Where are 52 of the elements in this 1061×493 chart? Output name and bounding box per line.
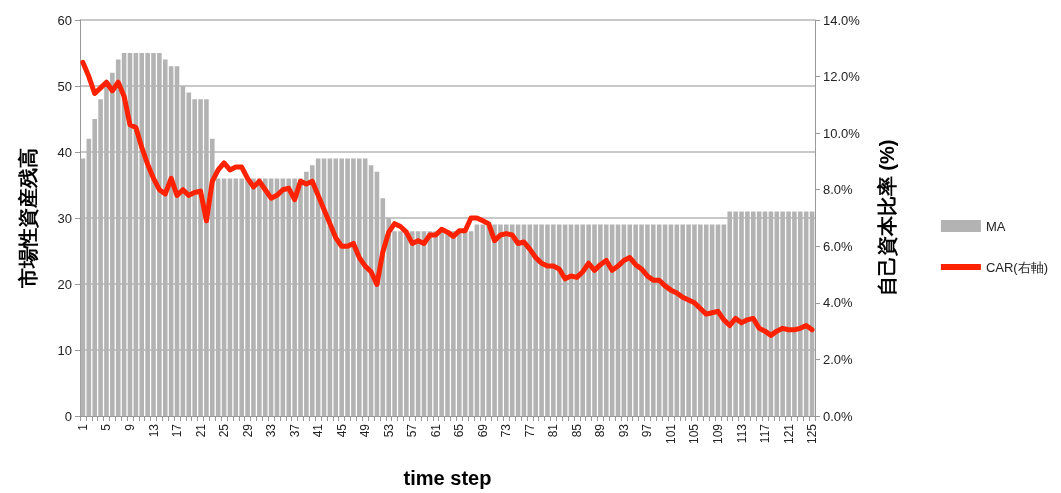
y-tick-label: 0 bbox=[64, 408, 72, 424]
x-tick-label: 77 bbox=[522, 423, 537, 438]
x-tick-label: 1 bbox=[75, 423, 90, 431]
y-axis-title: 市場性資産残高 bbox=[17, 148, 39, 289]
x-tick-label: 93 bbox=[616, 423, 631, 438]
x-tick-label: 33 bbox=[264, 423, 279, 438]
x-tick-label: 5 bbox=[99, 423, 114, 431]
y-tick-label: 50 bbox=[57, 78, 72, 94]
y2-tick-label: 6.0% bbox=[823, 238, 854, 254]
x-tick-label: 89 bbox=[593, 423, 608, 438]
x-axis-title: time step bbox=[403, 467, 492, 489]
x-tick-label: 13 bbox=[146, 423, 161, 438]
x-tick-label: 81 bbox=[546, 423, 561, 438]
x-tick-label: 37 bbox=[287, 423, 302, 438]
y-tick-label: 30 bbox=[57, 210, 72, 226]
y-tick-label: 20 bbox=[57, 276, 72, 292]
x-tick-label: 45 bbox=[334, 423, 349, 438]
y2-tick-label: 14.0% bbox=[823, 12, 861, 28]
x-tick-label: 21 bbox=[193, 423, 208, 438]
y2-tick-label: 0.0% bbox=[823, 408, 854, 424]
x-tick-label: 125 bbox=[805, 423, 820, 445]
x-tick-label: 113 bbox=[734, 423, 749, 444]
x-tick-label: 41 bbox=[311, 423, 326, 438]
legend-label: CAR(右軸) bbox=[985, 259, 1048, 275]
x-tick-label: 121 bbox=[781, 423, 796, 445]
x-tick-label: 73 bbox=[499, 423, 514, 438]
x-tick-label: 9 bbox=[122, 423, 137, 431]
y-tick-label: 60 bbox=[57, 12, 72, 28]
x-tick-label: 49 bbox=[358, 423, 373, 438]
y2-tick-label: 2.0% bbox=[823, 351, 854, 367]
y2-tick-label: 8.0% bbox=[823, 182, 854, 198]
x-tick-label: 53 bbox=[381, 423, 396, 438]
legend-label: MA bbox=[985, 218, 1006, 234]
x-tick-label: 61 bbox=[428, 423, 443, 438]
x-tick-label: 97 bbox=[640, 423, 655, 438]
y2-tick-label: 10.0% bbox=[823, 125, 861, 141]
x-tick-label: 25 bbox=[217, 423, 232, 438]
x-tick-label: 17 bbox=[170, 423, 185, 438]
y-tick-label: 40 bbox=[57, 144, 72, 160]
x-tick-label: 109 bbox=[710, 423, 725, 445]
x-tick-label: 117 bbox=[758, 423, 773, 444]
x-tick-label: 69 bbox=[475, 423, 490, 438]
x-tick-label: 29 bbox=[240, 423, 255, 438]
x-tick-label: 65 bbox=[452, 423, 467, 438]
y2-tick-label: 12.0% bbox=[823, 69, 861, 85]
x-tick-label: 105 bbox=[687, 423, 702, 445]
x-tick-label: 101 bbox=[663, 423, 678, 445]
y-tick-label: 10 bbox=[57, 342, 72, 358]
y2-tick-label: 4.0% bbox=[823, 295, 854, 311]
x-tick-label: 57 bbox=[405, 423, 420, 438]
y2-axis-title: 自己資本比率 (%) bbox=[876, 139, 898, 297]
x-tick-label: 85 bbox=[569, 423, 584, 438]
